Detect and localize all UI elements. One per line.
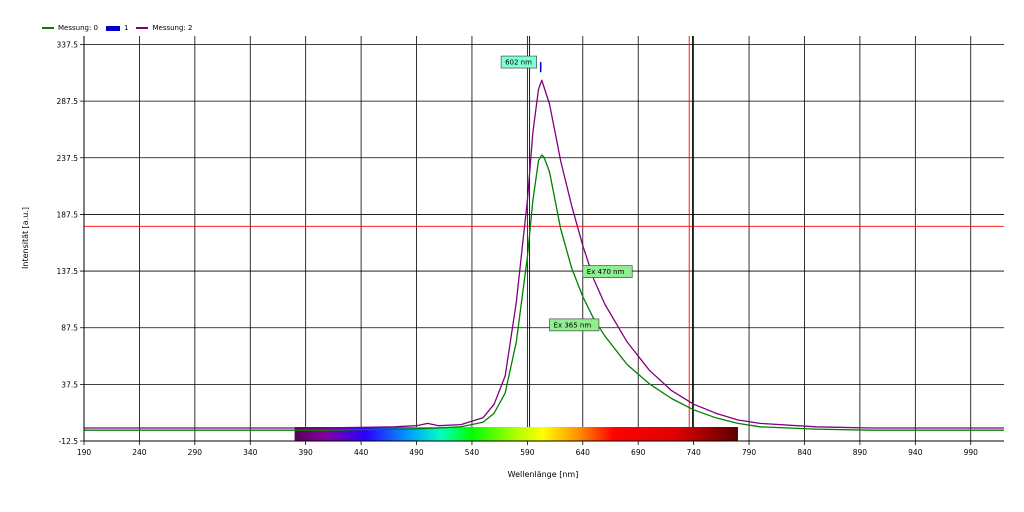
x-tick-label-16: 990 bbox=[964, 448, 979, 457]
visible-spectrum-bar bbox=[294, 427, 738, 441]
x-tick-label-3: 340 bbox=[243, 448, 258, 457]
x-tick-label-11: 740 bbox=[686, 448, 701, 457]
y-tick-label-0: -12.5 bbox=[59, 437, 79, 446]
series-line-0 bbox=[84, 154, 1004, 431]
x-tick-label-10: 690 bbox=[631, 448, 646, 457]
x-tick-label-5: 440 bbox=[354, 448, 369, 457]
y-tick-label-6: 287.5 bbox=[57, 97, 79, 106]
series-line-1 bbox=[84, 79, 1004, 429]
legend-swatch-0 bbox=[42, 27, 54, 29]
y-tick-label-1: 37.5 bbox=[61, 380, 78, 389]
x-tick-label-2: 290 bbox=[188, 448, 203, 457]
x-tick-label-13: 840 bbox=[797, 448, 812, 457]
legend-label-0: Messung: 0 bbox=[58, 24, 98, 32]
x-tick-label-0: 190 bbox=[77, 448, 92, 457]
y-tick-label-2: 87.5 bbox=[61, 324, 78, 333]
annotation-label-2: Ex 365 nm bbox=[554, 321, 592, 329]
x-tick-label-12: 790 bbox=[742, 448, 757, 457]
x-tick-label-7: 540 bbox=[465, 448, 480, 457]
legend-item-0: Messung: 0 bbox=[42, 24, 98, 32]
x-tick-label-4: 390 bbox=[299, 448, 314, 457]
legend-swatch-1 bbox=[106, 25, 120, 31]
x-axis-label: Wellenlänge [nm] bbox=[508, 470, 579, 479]
x-tick-label-14: 890 bbox=[853, 448, 868, 457]
x-tick-label-8: 590 bbox=[520, 448, 535, 457]
annotation-box-0 bbox=[500, 55, 537, 69]
annotation-box-2 bbox=[549, 318, 600, 332]
x-tick-label-9: 640 bbox=[576, 448, 591, 457]
legend-swatch-2 bbox=[136, 27, 149, 29]
legend-label-2: Messung: 2 bbox=[152, 24, 193, 32]
y-tick-label-5: 237.5 bbox=[57, 154, 79, 163]
annotation-box-1 bbox=[582, 265, 633, 278]
legend-item-2: Messung: 2 bbox=[136, 24, 192, 32]
x-tick-label-1: 240 bbox=[132, 448, 147, 457]
annotation-label-1: Ex 470 nm bbox=[587, 268, 625, 276]
x-tick-label-15: 940 bbox=[908, 448, 923, 457]
legend: Messung: 0 1 Messung: 2 bbox=[42, 22, 200, 34]
legend-label-1: 1 bbox=[124, 24, 129, 32]
y-tick-label-4: 187.5 bbox=[57, 210, 79, 219]
annotation-label-0: 602 nm bbox=[505, 59, 532, 67]
y-axis-label: Intensität [a.u.] bbox=[21, 207, 30, 269]
x-tick-label-6: 490 bbox=[409, 448, 424, 457]
y-tick-label-7: 337.5 bbox=[57, 40, 79, 49]
y-tick-label-3: 137.5 bbox=[57, 267, 79, 276]
legend-item-1: 1 bbox=[106, 24, 128, 32]
